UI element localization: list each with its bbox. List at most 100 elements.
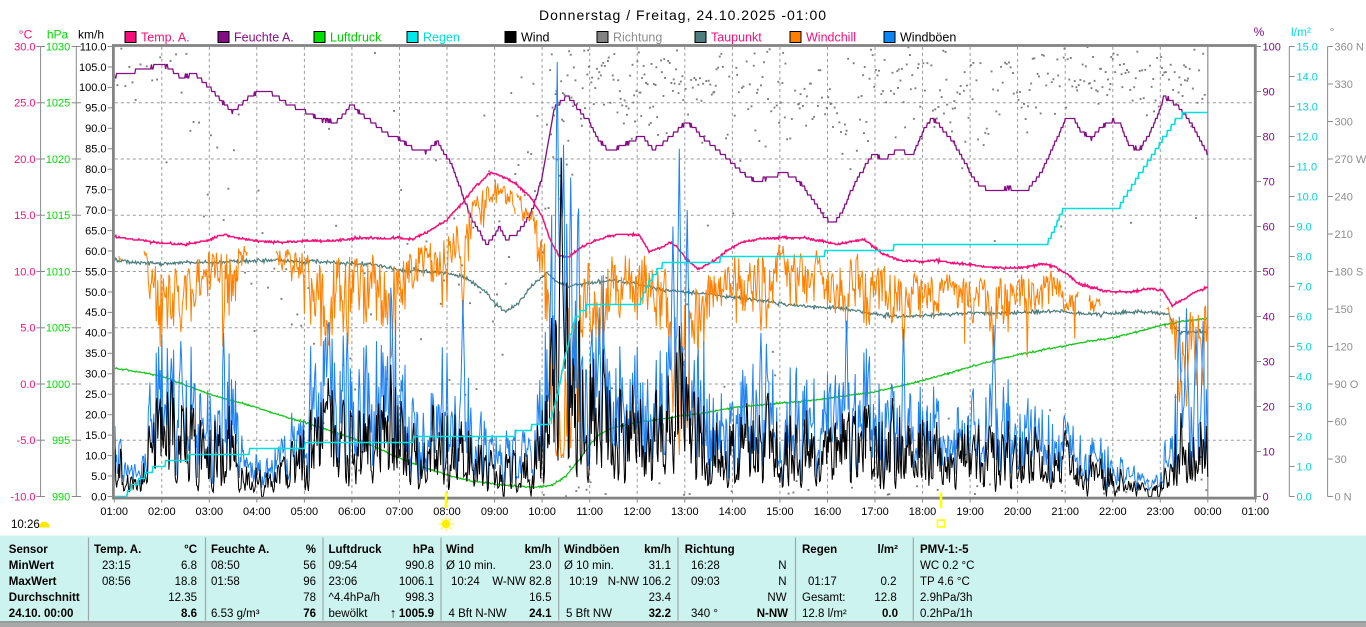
svg-text:210: 210 (1335, 229, 1353, 241)
svg-text:80: 80 (1263, 131, 1275, 143)
svg-text:TP 4.6 °C: TP 4.6 °C (920, 576, 970, 588)
svg-text:30.0: 30.0 (85, 369, 106, 381)
svg-text:Wind: Wind (521, 31, 550, 45)
svg-text:24.1: 24.1 (529, 608, 552, 620)
svg-text:240: 240 (1335, 191, 1353, 203)
svg-text:35.0: 35.0 (85, 348, 106, 360)
svg-text:MaxWert: MaxWert (9, 576, 57, 588)
svg-text:55.0: 55.0 (85, 266, 106, 278)
svg-text:0.2hPa/1h: 0.2hPa/1h (920, 608, 972, 620)
svg-text:l/m²: l/m² (878, 544, 899, 556)
svg-text:16:00: 16:00 (814, 506, 842, 518)
svg-text:45.0: 45.0 (85, 307, 106, 319)
svg-text:40.0: 40.0 (85, 328, 106, 340)
svg-text:4 Bft N-NW: 4 Bft N-NW (449, 608, 507, 620)
svg-text:Donnerstag / Freitag, 24.10.20: Donnerstag / Freitag, 24.10.2025 -01:00 (539, 7, 827, 23)
svg-text:990: 990 (52, 491, 70, 503)
svg-text:06:00: 06:00 (338, 506, 366, 518)
svg-text:Sensor: Sensor (9, 544, 49, 556)
svg-text:0.0: 0.0 (20, 379, 35, 391)
svg-text:998.3: 998.3 (405, 592, 434, 604)
svg-text:Windchill: Windchill (806, 31, 856, 45)
svg-text:01:00: 01:00 (1242, 506, 1270, 518)
svg-text:25.0: 25.0 (14, 98, 35, 110)
svg-text:05:00: 05:00 (291, 506, 319, 518)
svg-text:Windböen: Windböen (564, 544, 619, 556)
svg-text:12.8: 12.8 (874, 592, 896, 604)
svg-text:56: 56 (303, 560, 316, 572)
svg-text:11.0: 11.0 (1297, 161, 1318, 173)
svg-text:15.0: 15.0 (14, 210, 35, 222)
svg-text:1020: 1020 (46, 154, 70, 166)
svg-text:08:56: 08:56 (102, 576, 131, 588)
svg-text:PMV-1:-5: PMV-1:-5 (920, 544, 969, 556)
svg-text:1006.1: 1006.1 (399, 576, 434, 588)
svg-text:02:00: 02:00 (148, 506, 176, 518)
svg-text:15.0: 15.0 (85, 430, 106, 442)
svg-text:70.0: 70.0 (85, 205, 106, 217)
svg-text:330: 330 (1335, 79, 1353, 91)
svg-text:18.8: 18.8 (175, 576, 197, 588)
svg-text:15:00: 15:00 (766, 506, 794, 518)
svg-text:°C: °C (184, 544, 197, 556)
svg-text:Feuchte A.: Feuchte A. (234, 31, 294, 45)
svg-text:10:19: 10:19 (569, 576, 598, 588)
svg-text:Regen: Regen (802, 544, 837, 556)
svg-text:180 S: 180 S (1335, 266, 1364, 278)
svg-text:70: 70 (1263, 176, 1275, 188)
svg-text:23.0: 23.0 (529, 560, 551, 572)
svg-text:10.0: 10.0 (85, 450, 106, 462)
svg-text:14.0: 14.0 (1297, 71, 1318, 83)
svg-text:09:54: 09:54 (329, 560, 358, 572)
svg-text:995: 995 (52, 435, 70, 447)
svg-text:Windböen: Windböen (900, 31, 956, 45)
svg-text:100.0: 100.0 (79, 82, 107, 94)
svg-text:32.2: 32.2 (649, 608, 671, 620)
svg-text:60.0: 60.0 (85, 246, 106, 258)
svg-text:22:00: 22:00 (1099, 506, 1127, 518)
svg-text:16:28: 16:28 (691, 560, 720, 572)
svg-text:17:00: 17:00 (861, 506, 889, 518)
svg-text:5 Bft NW: 5 Bft NW (566, 608, 612, 620)
svg-text:5.0: 5.0 (91, 471, 106, 483)
svg-text:Taupunkt: Taupunkt (711, 31, 762, 45)
svg-text:12.8 l/m²: 12.8 l/m² (802, 608, 847, 620)
svg-text:30.0: 30.0 (14, 41, 35, 53)
svg-text:9.0: 9.0 (1297, 221, 1312, 233)
svg-text:20.0: 20.0 (14, 154, 35, 166)
svg-text:Richtung: Richtung (685, 544, 735, 556)
svg-text:Ø 10 min.: Ø 10 min. (446, 560, 496, 572)
svg-text:23.4: 23.4 (649, 592, 672, 604)
svg-text:Durchschnitt: Durchschnitt (9, 592, 80, 604)
svg-text:990.8: 990.8 (405, 560, 434, 572)
svg-text:km/h: km/h (525, 544, 552, 556)
svg-text:2.9hPa/3h: 2.9hPa/3h (920, 592, 972, 604)
svg-text:07:00: 07:00 (386, 506, 414, 518)
svg-text:13:00: 13:00 (671, 506, 699, 518)
svg-text:12:00: 12:00 (623, 506, 651, 518)
svg-text:90: 90 (1263, 86, 1275, 98)
svg-text:1015: 1015 (46, 210, 70, 222)
svg-text:90.0: 90.0 (85, 123, 106, 135)
svg-text:10:00: 10:00 (528, 506, 556, 518)
svg-text:NW: NW (767, 592, 786, 604)
svg-text:08:00: 08:00 (433, 506, 461, 518)
svg-text:7.0: 7.0 (1297, 281, 1312, 293)
svg-text:85.0: 85.0 (85, 144, 106, 156)
svg-text:270 W: 270 W (1335, 154, 1366, 166)
svg-text:°C: °C (19, 28, 33, 42)
svg-text:W-NW 82.8: W-NW 82.8 (492, 576, 551, 588)
svg-text:120: 120 (1335, 341, 1353, 353)
svg-text:20:00: 20:00 (1004, 506, 1032, 518)
svg-text:80.0: 80.0 (85, 164, 106, 176)
svg-text:1005.9: 1005.9 (399, 608, 434, 620)
svg-text:km/h: km/h (78, 28, 104, 42)
svg-text:01:17: 01:17 (808, 576, 837, 588)
svg-text:10.0: 10.0 (14, 266, 35, 278)
svg-text:01:58: 01:58 (211, 576, 240, 588)
svg-text:1010: 1010 (46, 266, 70, 278)
svg-text:18:00: 18:00 (909, 506, 937, 518)
svg-text:1025: 1025 (46, 98, 70, 110)
svg-text:105.0: 105.0 (79, 62, 107, 74)
svg-text:23:00: 23:00 (1147, 506, 1175, 518)
